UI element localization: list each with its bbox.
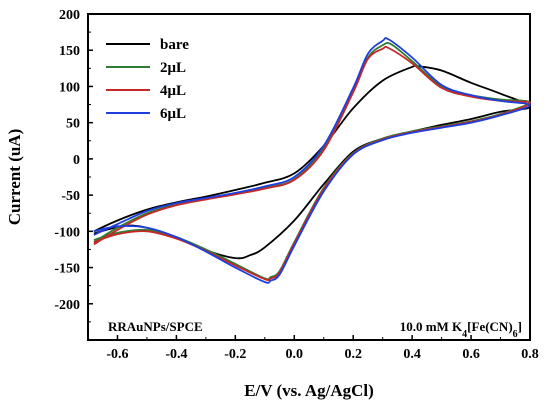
x-tick-label: 0.4 xyxy=(403,347,421,362)
series-line-2 xyxy=(93,45,531,282)
y-tick-label: 100 xyxy=(59,80,80,95)
x-tick-label: -0.6 xyxy=(106,347,128,362)
y-tick-label: -200 xyxy=(54,298,80,313)
y-tick-label: 150 xyxy=(59,44,80,59)
y-tick-label: -100 xyxy=(54,225,80,240)
x-tick-label: 0.2 xyxy=(344,347,362,362)
annotation-electrolyte-prefix: 10.0 mM K xyxy=(400,319,463,334)
annotation-electrolyte-middle: [Fe(CN) xyxy=(467,319,512,334)
annotation-electrode: RRAuNPs/SPCE xyxy=(108,319,203,334)
legend-label: 2μL xyxy=(160,60,186,76)
x-tick-label: 0.0 xyxy=(286,347,304,362)
y-tick-label: -50 xyxy=(61,189,80,204)
annotation-electrolyte-sub1: 4 xyxy=(462,329,467,340)
x-axis-title: E/V (vs. Ag/AgCl) xyxy=(244,381,374,400)
annotation-electrolyte-sub2: 6 xyxy=(513,329,518,340)
y-tick-label: 0 xyxy=(73,153,80,168)
series-line-3 xyxy=(93,37,531,284)
y-tick-label: 200 xyxy=(59,8,80,23)
legend-label: bare xyxy=(160,37,189,53)
x-tick-label: 0.8 xyxy=(521,347,539,362)
legend-label: 4μL xyxy=(160,83,186,99)
x-tick-label: 0.6 xyxy=(462,347,480,362)
x-tick-label: -0.2 xyxy=(224,347,246,362)
plot-frame xyxy=(87,13,531,341)
x-tick-label: -0.4 xyxy=(165,347,187,362)
x-axis-ticks: -0.6 -0.4 -0.2 0.0 0.2 0.4 0.6 0.8 xyxy=(87,335,539,362)
y-tick-label: -150 xyxy=(54,262,80,277)
series-layer xyxy=(93,37,531,284)
y-axis-title: Current (uA) xyxy=(5,129,24,225)
legend-label: 6μL xyxy=(160,106,186,122)
annotation-electrolyte: 10.0 mM K4[Fe(CN)6] xyxy=(400,319,522,340)
y-axis-ticks: -200 -150 -100 -50 0 50 100 150 200 xyxy=(54,8,93,323)
legend: bare 2μL 4μL 6μL xyxy=(106,37,189,122)
y-tick-label: 50 xyxy=(66,117,80,132)
annotation-electrolyte-suffix: ] xyxy=(518,319,522,334)
